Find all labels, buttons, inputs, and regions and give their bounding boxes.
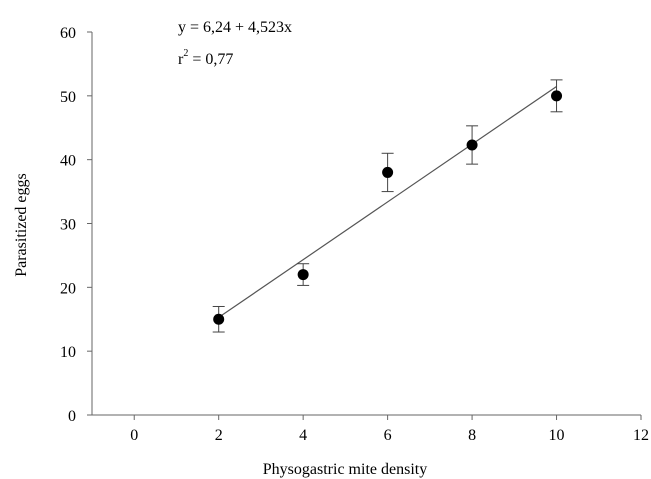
x-tick-label: 10	[549, 427, 565, 444]
data-point	[213, 313, 225, 325]
r2-annotation: r2 = 0,77	[178, 48, 233, 68]
data-point-group	[550, 79, 563, 113]
y-axis-title: Parasitized eggs	[13, 173, 30, 277]
trendline-group	[218, 85, 557, 318]
data-point	[466, 139, 478, 151]
axes	[87, 31, 642, 420]
x-tick-label: 12	[633, 427, 649, 444]
x-tick-label: 8	[468, 427, 476, 444]
tick-labels: 0 10 20 30 40 50 60 0 2 4 6 8 10 12	[60, 25, 649, 444]
x-axis-title: Physogastric mite density	[263, 461, 427, 478]
x-tick-label: 2	[215, 427, 223, 444]
r2-prefix: r	[178, 51, 184, 68]
data-point-group	[212, 305, 225, 333]
data-point	[297, 269, 309, 281]
y-tick-label: 50	[60, 89, 76, 106]
r2-superscript: 2	[183, 48, 188, 59]
x-tick-label: 6	[384, 427, 392, 444]
equation-annotation: y = 6,24 + 4,523x	[178, 19, 292, 36]
y-tick-label: 30	[60, 217, 76, 234]
data-point-group	[381, 152, 394, 193]
x-tick-label: 0	[130, 427, 138, 444]
trendline	[218, 85, 557, 318]
y-tick-label: 40	[60, 153, 76, 170]
data-point-group	[297, 263, 310, 286]
data-point-group	[466, 125, 479, 165]
data-point	[382, 166, 394, 178]
data-points	[212, 79, 563, 333]
y-tick-label: 20	[60, 280, 76, 297]
data-point	[551, 90, 563, 102]
y-tick-label: 60	[60, 25, 76, 42]
r2-value: = 0,77	[188, 51, 233, 68]
x-tick-label: 4	[299, 427, 307, 444]
y-tick-label: 0	[68, 408, 76, 425]
y-tick-label: 10	[60, 344, 76, 361]
